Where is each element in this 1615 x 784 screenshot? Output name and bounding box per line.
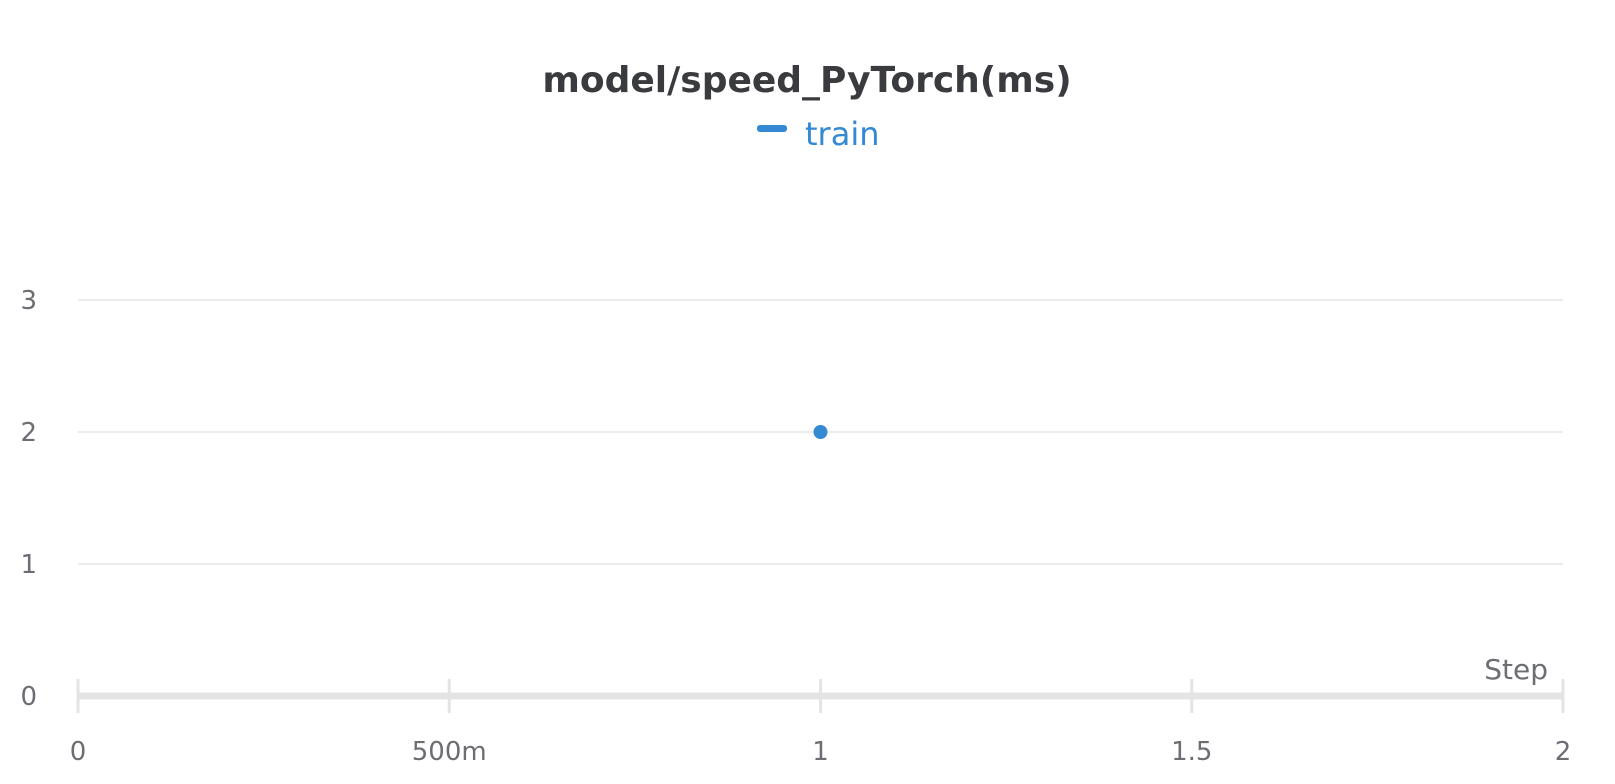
x-tick-label: 2 — [1555, 737, 1572, 767]
y-tick-label: 2 — [20, 418, 37, 448]
data-point[interactable] — [813, 425, 828, 439]
x-tick-label: 500m — [412, 737, 487, 767]
x-axis: 0 500m 1 1.5 2 — [70, 679, 1572, 767]
x-tick-label: 0 — [70, 737, 87, 767]
legend-swatch-train — [757, 125, 787, 132]
y-tick-label: 1 — [20, 550, 37, 580]
legend-label-train: train — [805, 115, 879, 153]
y-tick-label: 3 — [20, 286, 37, 316]
series-train[interactable] — [813, 425, 828, 439]
chart-title: model/speed_PyTorch(ms) — [542, 60, 1071, 101]
x-tick-label: 1.5 — [1171, 737, 1212, 767]
legend[interactable]: train — [757, 115, 879, 153]
y-axis: 0 1 2 3 — [20, 286, 37, 712]
x-axis-label: Step — [1484, 653, 1548, 686]
x-tick-label: 1 — [812, 737, 829, 767]
y-tick-label: 0 — [20, 682, 37, 712]
